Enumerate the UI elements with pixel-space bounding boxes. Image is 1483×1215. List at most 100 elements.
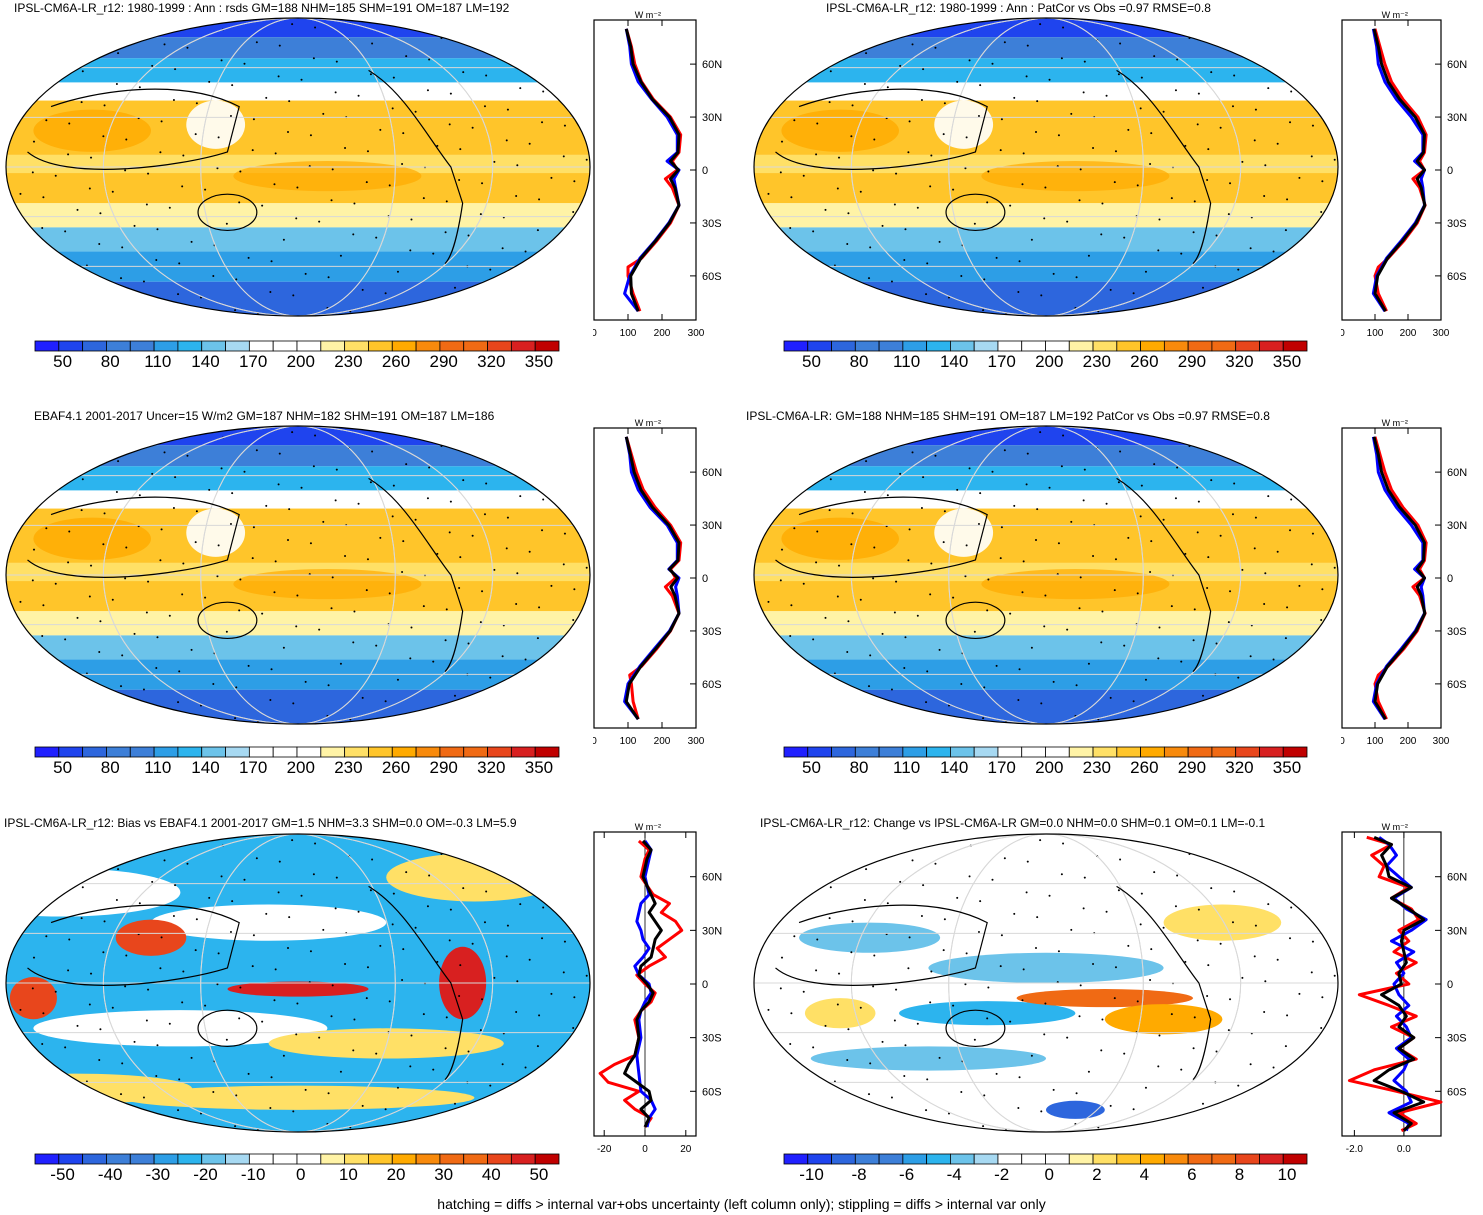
stipple-dot	[120, 685, 123, 688]
stipple-dot	[1021, 591, 1024, 594]
map-border	[5, 17, 591, 317]
stipple-dot	[1040, 1110, 1043, 1113]
stipple-dot	[1302, 885, 1305, 888]
stipple-dot	[98, 651, 101, 654]
colorbar-swatch	[1092, 746, 1118, 758]
stipple-dot	[24, 54, 27, 57]
stipple-dot	[812, 230, 815, 233]
stipple-dot	[1196, 531, 1199, 534]
colorbar-swatch	[58, 340, 84, 352]
stipple-dot	[177, 293, 180, 296]
stipple-dot	[889, 311, 892, 314]
colorbar-swatch	[510, 746, 536, 758]
stipple-dot	[869, 654, 872, 657]
stipple-dot	[893, 611, 896, 614]
stipple-dot	[1206, 178, 1209, 181]
colorbar-swatch	[878, 746, 904, 758]
graticule-line	[102, 18, 494, 316]
stipple-dot	[1154, 840, 1157, 843]
stipple-dot	[304, 1088, 307, 1091]
stipple-dot	[160, 120, 163, 123]
stipple-dot	[842, 456, 845, 459]
stipple-dot	[163, 43, 166, 46]
stipple-dot	[388, 184, 391, 187]
field-band	[754, 203, 1338, 228]
stipple-dot	[234, 1125, 237, 1128]
stipple-dot	[50, 690, 53, 693]
stipple-dot	[1241, 568, 1244, 571]
stipple-dot	[418, 712, 421, 715]
stipple-dot	[37, 440, 40, 443]
stipple-dot	[1144, 1086, 1147, 1089]
colorbar-tick-label: 230	[334, 352, 363, 371]
stipple-dot	[1157, 1065, 1160, 1068]
stipple-dot	[449, 500, 452, 503]
colorbar-swatch	[1235, 340, 1260, 352]
colorbar-labels: -50 -40 -30 -20 -10 0 10 20 30 40 50	[34, 1165, 558, 1187]
stipple-dot	[1083, 468, 1086, 471]
field-band	[6, 18, 590, 38]
stipple-dot	[1022, 560, 1025, 563]
stipple-dot	[532, 442, 535, 445]
stipple-dot	[292, 702, 295, 705]
y-tick-label: 60N	[1447, 872, 1467, 884]
stipple-dot	[1021, 183, 1024, 186]
stipple-dot	[19, 192, 22, 195]
stipple-dot	[129, 30, 132, 33]
coastline	[945, 1009, 1006, 1048]
y-tick-label: 30S	[1447, 1033, 1467, 1045]
colorbar-swatch	[296, 1153, 322, 1165]
colorbar-swatch	[296, 340, 322, 352]
stipple-dot	[1233, 74, 1236, 77]
stipple-dot	[76, 208, 79, 211]
colorbar-tick-label: 170	[987, 352, 1016, 371]
colorbar	[783, 340, 1308, 352]
stipple-dot	[42, 196, 45, 199]
stipple-dot	[1245, 461, 1248, 464]
field-blob	[268, 1028, 504, 1059]
stipple-dot	[255, 449, 258, 452]
stipple-dot	[863, 82, 866, 85]
stipple-dot	[331, 168, 334, 171]
stipple-dot	[81, 886, 84, 889]
stipple-dot	[414, 518, 417, 521]
colorbar-swatch	[783, 1153, 809, 1165]
stipple-dot	[1127, 128, 1130, 131]
stipple-dot	[828, 509, 831, 512]
stipple-dot	[190, 648, 193, 651]
stipple-dot	[1105, 502, 1108, 505]
profile-unit-label: W m⁻²	[635, 418, 661, 428]
stipple-dot	[453, 694, 456, 697]
stipple-dot	[991, 470, 994, 473]
profile-unit-label: W m⁻²	[635, 822, 661, 832]
colorbar-swatch	[1259, 746, 1284, 758]
stipple-dot	[445, 1016, 448, 1019]
colorbar-swatch	[854, 746, 880, 758]
stipple-dot	[410, 1034, 413, 1037]
stipple-dot	[908, 120, 911, 123]
stipple-dot	[479, 621, 482, 624]
stipple-dot	[797, 721, 800, 724]
stipple-dot	[956, 488, 959, 491]
y-tick-label: 60S	[1447, 271, 1467, 283]
stipple-dot	[90, 156, 93, 159]
stipple-dot	[577, 888, 580, 891]
stipple-dot	[868, 685, 871, 688]
y-tick-label: 0	[1447, 979, 1453, 991]
colorbar-tick-label: 50	[802, 758, 821, 777]
colorbar-tick-label: 50	[53, 352, 73, 371]
stipple-dot	[1302, 69, 1305, 72]
stipple-dot	[1070, 112, 1073, 115]
map-border	[753, 833, 1339, 1133]
stipple-dot	[916, 206, 919, 209]
stipple-dot	[793, 119, 796, 122]
stipple-dot	[995, 664, 998, 667]
stipple-dot	[965, 952, 968, 955]
stipple-dot	[1075, 1092, 1078, 1095]
colorbar	[34, 340, 560, 352]
stipple-dot	[1066, 628, 1069, 631]
colorbar-tick-label: 260	[1130, 758, 1159, 777]
stipple-dot	[81, 478, 84, 481]
